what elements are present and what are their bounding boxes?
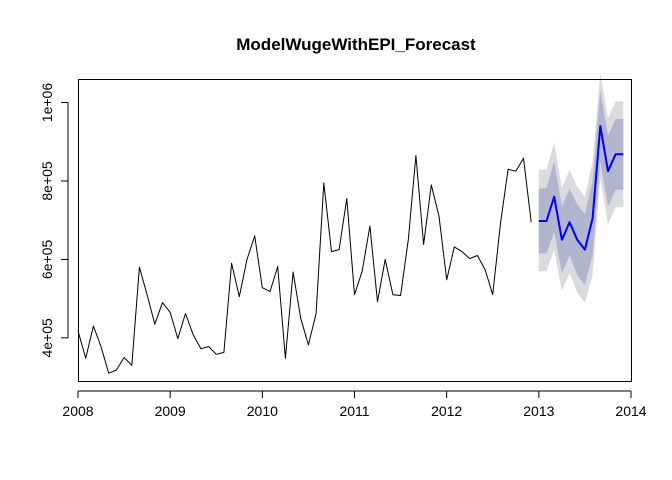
plot-frame — [78, 79, 632, 382]
y-tick-label: 8e+05 — [39, 161, 55, 201]
y-tick-label: 1e+06 — [39, 83, 55, 123]
forecast-bands — [538, 73, 624, 303]
x-tick-label: 2008 — [62, 403, 93, 419]
history-line — [77, 155, 532, 374]
x-tick-label: 2011 — [339, 403, 369, 419]
x-tick-label: 2013 — [523, 403, 554, 419]
chart-title: ModelWugeWithEPI_Forecast — [236, 35, 476, 54]
forecast-line — [538, 125, 624, 251]
x-tick-label: 2012 — [431, 403, 462, 419]
y-tick-label: 6e+05 — [39, 240, 55, 280]
x-tick-label: 2009 — [155, 403, 186, 419]
x-tick-label: 2010 — [247, 403, 278, 419]
y-axis: 4e+05 6e+05 8e+05 1e+06 — [39, 83, 69, 358]
y-tick-label: 4e+05 — [39, 318, 55, 358]
x-axis: 2008 2009 2010 2011 2012 2013 2014 — [62, 390, 647, 419]
series-lines — [77, 125, 624, 374]
x-tick-label: 2014 — [615, 403, 646, 419]
